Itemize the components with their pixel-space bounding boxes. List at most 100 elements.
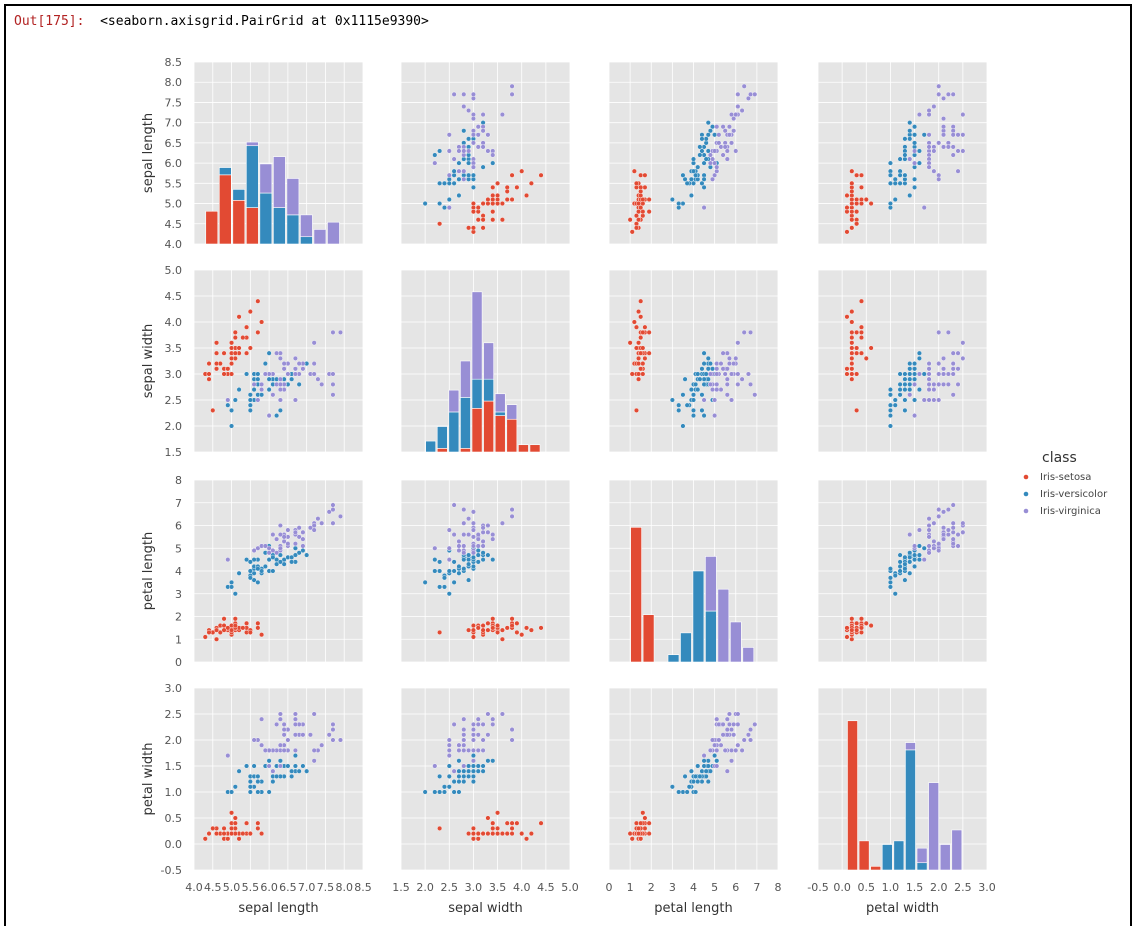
point-iris-virginica-46 (292, 371, 298, 377)
point-iris-setosa-40 (849, 350, 855, 356)
point-iris-virginica-34 (461, 148, 467, 154)
point-iris-virginica-48 (936, 140, 942, 146)
point-iris-virginica-12 (456, 538, 462, 544)
point-iris-virginica-33 (945, 144, 951, 150)
point-iris-virginica-20 (432, 763, 438, 769)
subplot-background (401, 688, 570, 870)
point-iris-versicolor-40 (446, 180, 452, 186)
point-iris-versicolor-28 (921, 545, 927, 551)
point-iris-versicolor-18 (456, 789, 462, 795)
point-iris-versicolor-13 (432, 568, 438, 574)
point-iris-virginica-20 (912, 160, 918, 166)
point-iris-versicolor-49 (892, 197, 898, 203)
point-iris-virginica-28 (270, 548, 276, 554)
point-iris-versicolor-28 (292, 545, 298, 551)
point-iris-versicolor-24 (461, 779, 467, 785)
point-iris-versicolor-32 (684, 789, 690, 795)
point-iris-versicolor-40 (691, 397, 697, 403)
point-iris-versicolor-6 (701, 381, 707, 387)
point-iris-virginica-34 (912, 381, 918, 387)
point-iris-virginica-10 (735, 340, 741, 346)
point-iris-setosa-34 (528, 627, 534, 633)
point-iris-setosa-19 (255, 825, 261, 831)
point-iris-virginica-47 (712, 397, 718, 403)
hist-bar-iris-virginica-bin-8 (928, 782, 939, 871)
hist-bar-iris-versicolor-bin-2 (436, 426, 448, 449)
point-iris-setosa-31 (475, 831, 481, 837)
point-iris-virginica-33 (724, 727, 730, 733)
point-iris-virginica-49 (490, 536, 496, 542)
point-iris-virginica-42 (475, 124, 481, 130)
point-iris-versicolor-9 (466, 136, 472, 142)
point-iris-virginica-9 (446, 527, 452, 533)
point-iris-virginica-8 (739, 108, 745, 114)
point-iris-setosa-47 (640, 329, 646, 335)
point-iris-virginica-45 (726, 711, 732, 717)
point-iris-virginica-15 (461, 168, 467, 174)
point-iris-versicolor-43 (691, 392, 697, 398)
point-iris-virginica-40 (720, 366, 726, 372)
point-iris-virginica-35 (724, 768, 730, 774)
point-iris-setosa-15 (519, 168, 525, 174)
x-tick-label: 4.5 (537, 881, 555, 894)
point-iris-versicolor-14 (705, 376, 711, 382)
point-iris-setosa-34 (636, 309, 642, 315)
point-iris-virginica-16 (718, 361, 724, 367)
point-iris-virginica-23 (461, 737, 467, 743)
point-iris-setosa-49 (240, 831, 246, 837)
point-iris-virginica-23 (461, 507, 467, 513)
point-iris-versicolor-15 (682, 376, 688, 382)
subplot-r4-c2 (400, 687, 571, 871)
point-iris-virginica-10 (311, 340, 317, 346)
point-iris-versicolor-19 (701, 413, 707, 419)
point-iris-virginica-14 (255, 545, 261, 551)
y-tick-label: 8.5 (165, 56, 183, 69)
point-iris-setosa-17 (858, 629, 864, 635)
point-iris-setosa-38 (475, 836, 481, 842)
point-iris-virginica-47 (446, 742, 452, 748)
point-iris-versicolor-50 (255, 773, 261, 779)
point-iris-versicolor-37 (292, 763, 298, 769)
point-iris-versicolor-1 (304, 768, 310, 774)
point-iris-versicolor-42 (703, 768, 709, 774)
point-iris-virginica-48 (285, 737, 291, 743)
point-iris-virginica-33 (945, 532, 951, 538)
point-iris-versicolor-44 (676, 789, 682, 795)
point-iris-virginica-20 (432, 160, 438, 166)
point-iris-versicolor-42 (703, 371, 709, 377)
point-iris-setosa-16 (858, 298, 864, 304)
point-iris-virginica-9 (446, 132, 452, 138)
hist-bar-iris-setosa-bin-1 (847, 720, 858, 871)
point-iris-versicolor-35 (470, 763, 476, 769)
point-iris-versicolor-35 (701, 184, 707, 190)
point-iris-versicolor-47 (255, 376, 261, 382)
point-iris-virginica-9 (926, 397, 932, 403)
x-tick-label: 3.5 (489, 881, 507, 894)
point-iris-setosa-15 (259, 319, 265, 325)
point-iris-virginica-22 (936, 548, 942, 554)
point-iris-virginica-31 (735, 103, 741, 109)
point-iris-virginica-10 (735, 711, 741, 717)
point-iris-versicolor-28 (712, 753, 718, 759)
hist-bar-iris-setosa-bin-2 (436, 448, 448, 453)
point-iris-virginica-26 (480, 112, 486, 118)
point-iris-setosa-9 (636, 376, 642, 382)
point-iris-virginica-26 (480, 747, 486, 753)
point-iris-setosa-37 (495, 180, 501, 186)
point-iris-setosa-7 (854, 350, 860, 356)
point-iris-versicolor-27 (461, 768, 467, 774)
point-iris-virginica-42 (475, 721, 481, 727)
point-iris-virginica-23 (748, 381, 754, 387)
point-iris-versicolor-15 (251, 577, 257, 583)
point-iris-virginica-25 (485, 732, 491, 738)
point-iris-virginica-41 (724, 366, 730, 372)
point-iris-versicolor-50 (461, 566, 467, 572)
point-iris-setosa-43 (633, 225, 639, 231)
point-iris-virginica-45 (726, 355, 732, 361)
point-iris-virginica-44 (731, 361, 737, 367)
point-iris-virginica-36 (950, 520, 956, 526)
point-iris-virginica-49 (490, 721, 496, 727)
x-tick-label: 7 (753, 881, 760, 894)
point-iris-versicolor-46 (470, 779, 476, 785)
x-tick-label: 5.0 (223, 881, 241, 894)
